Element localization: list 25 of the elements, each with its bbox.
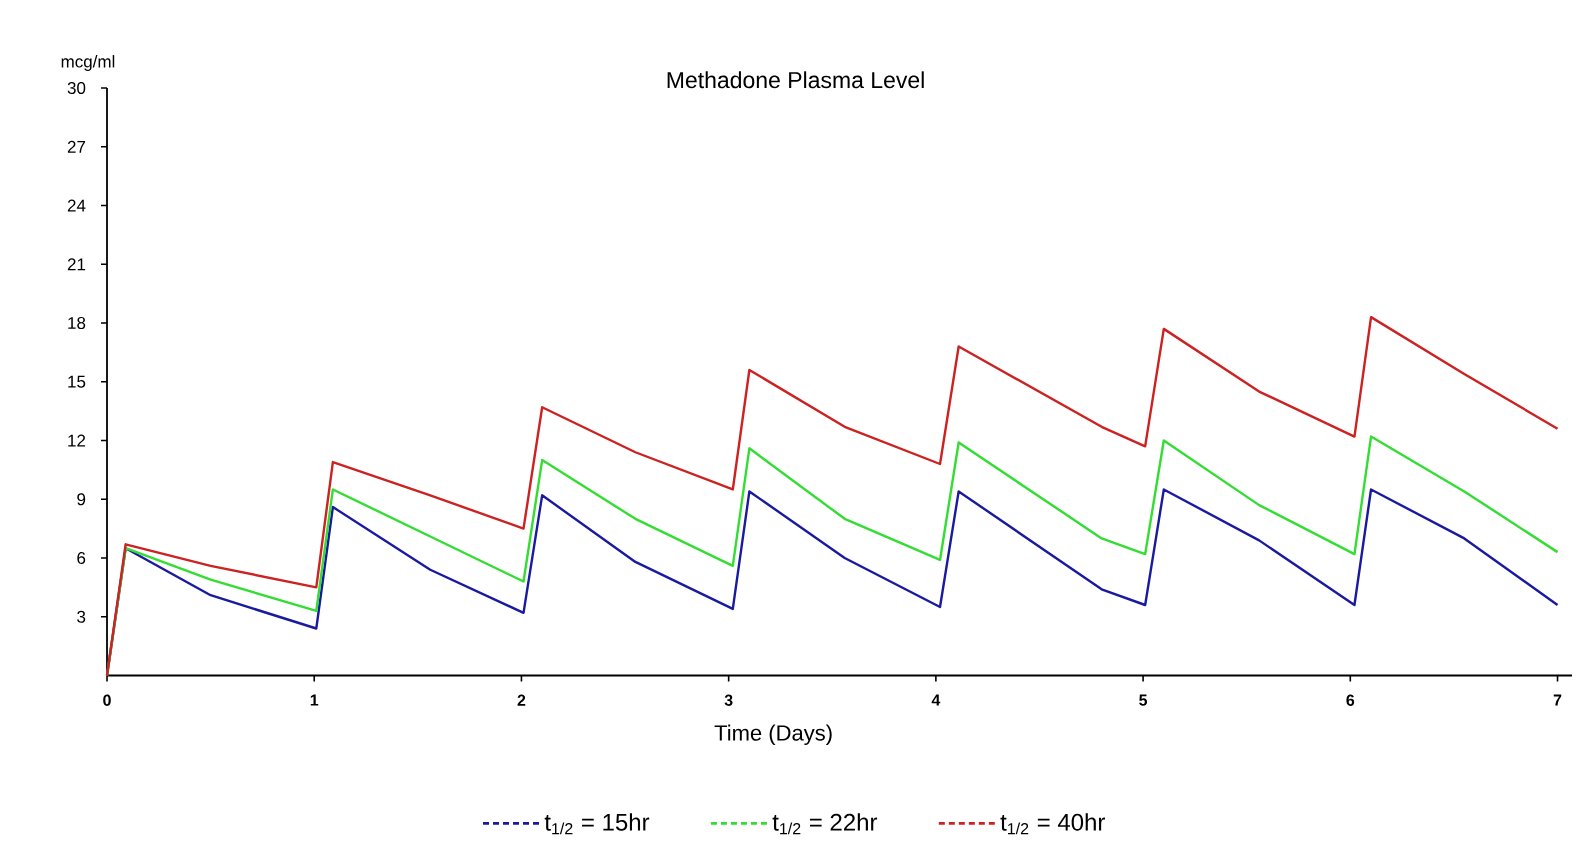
x-tick-label: 3 (724, 694, 733, 706)
legend-label: t$_{1/2}$ = 22hr (772, 813, 878, 835)
x-tick-label: 0 (103, 694, 111, 706)
y-tick-label: 21 (67, 258, 86, 271)
y-axis-title: mcg/ml (61, 55, 115, 71)
x-tick-label: 2 (517, 694, 526, 706)
legend-label: t$_{1/2}$ = 15hr (544, 813, 650, 835)
y-tick-label: 9 (77, 493, 86, 506)
y-tick-label: 27 (67, 140, 86, 153)
line-series (105, 315, 1559, 677)
x-tick-label: 7 (1553, 694, 1562, 706)
y-tick-label: 6 (77, 551, 86, 565)
x-tick-label: 4 (931, 694, 941, 706)
x-tick-label: 1 (310, 694, 319, 706)
y-tick-label: 3 (77, 610, 86, 623)
x-axis-title: Time (Days) (714, 724, 832, 746)
y-tick-label: 12 (68, 434, 86, 447)
x-tick-label: 5 (1139, 694, 1148, 706)
y-tick-label: 18 (68, 317, 86, 330)
y-tick-label: 24 (67, 199, 86, 212)
legend-label: t$_{1/2}$ = 40hr (1000, 813, 1105, 835)
y-tick-label: 30 (67, 82, 86, 95)
chart-title: Methadone Plasma Level (667, 71, 924, 89)
x-tick-label: 6 (1346, 694, 1355, 706)
y-tick-label: 15 (68, 375, 86, 388)
